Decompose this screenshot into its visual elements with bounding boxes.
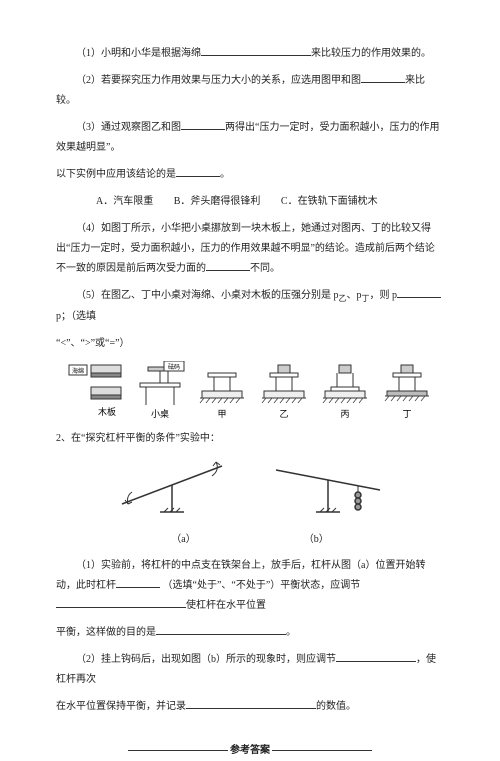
fig-ding: 丁 <box>381 361 433 419</box>
blank-q1-5[interactable] <box>397 288 441 298</box>
answer-key: 参考答案 <box>56 741 444 761</box>
q1-part3-a: （3）通过观察图乙和图两得出“压力一定时，受力面积越小，压力的作用效果越明显”。 <box>56 118 444 158</box>
q1-2-pre: （2）若要探究压力作用效果与压力大小的关系，应选用图甲和图 <box>76 75 361 86</box>
q1-1-pre: （1）小明和小华是根据海绵 <box>76 48 201 59</box>
q1-5-pre: （5）在图乙、丁中小桌对海绵、小桌对木板的压强分别是 p <box>76 290 339 301</box>
label-ding: 丁 <box>403 409 412 419</box>
q1-part5-a: （5）在图乙、丁中小桌对海绵、小桌对木板的压强分别是 p乙、p丁，则 pp；（选… <box>56 286 444 327</box>
q1-3b-pre: 以下实例中应用该结论的是 <box>56 169 176 180</box>
q1-choices: A．汽车限重 B．斧头磨得很锋利 C．在铁轨下面铺枕木 <box>56 192 444 212</box>
divider-left <box>128 750 228 751</box>
q1-part4: （4）如图丁所示，小华把小桌挪放到一块木板上，她通过对图丙、丁的比较又得出“压力… <box>56 219 444 279</box>
q2-2-pre: （2）挂上钩码后，出现如图（b）所示的现象时，则应调节 <box>76 654 336 665</box>
blank-q2-2b[interactable] <box>186 699 316 709</box>
lever-captions: （a） （b） <box>56 530 444 550</box>
blank-q1-3[interactable] <box>181 120 225 130</box>
tag-fama: 砝码 <box>168 363 180 371</box>
label-yi: 乙 <box>279 409 288 419</box>
sub-ding: 丁 <box>362 294 370 303</box>
caption-a: （a） <box>171 530 195 550</box>
label-xiaozhuo: 小桌 <box>151 408 169 419</box>
figure-row-1: 海绵 木板 砝码 小桌 甲 <box>56 361 444 419</box>
fig-lever-a <box>112 456 232 524</box>
fig-lever-b <box>268 456 388 524</box>
label-muban: 木板 <box>98 406 116 417</box>
choice-c[interactable]: C．在铁轨下面铺枕木 <box>281 196 378 207</box>
q2-1-mid2: 使杠杆在水平位置 <box>186 600 266 611</box>
q1-5-post: ；（选填 <box>61 311 96 322</box>
blank-q1-1[interactable] <box>201 46 311 56</box>
tag-haimian: 海绵 <box>72 367 84 375</box>
q2-part2-b: 在水平位置保持平衡，并记录的数值。 <box>56 697 444 717</box>
q1-5-mid2: ，则 p <box>370 290 398 301</box>
q1-3b-post: 。 <box>220 169 230 180</box>
q1-part3-b: 以下实例中应用该结论的是 。 <box>56 165 444 185</box>
q1-part5-b: “<”、“>”或“=”） <box>56 334 444 354</box>
divider-right <box>272 750 372 751</box>
q2-1c-post: 。 <box>286 627 296 638</box>
choice-b[interactable]: B．斧头磨得很锋利 <box>174 196 261 207</box>
q1-5-mid1: 、p <box>347 290 362 301</box>
label-jia: 甲 <box>218 409 227 419</box>
fig-wood-sponge: 海绵 木板 <box>67 361 125 419</box>
q1-part2: （2）若要探究压力作用效果与压力大小的关系，应选用图甲和图来比较。 <box>56 71 444 111</box>
q1-3-pre: （3）通过观察图乙和图 <box>76 122 181 133</box>
caption-b: （b） <box>304 530 329 550</box>
sub-yi: 乙 <box>339 294 347 303</box>
blank-q2-1c[interactable] <box>156 625 286 635</box>
q1-1-post: 来比较压力的作用效果的。 <box>311 48 431 59</box>
q2-part2: （2）挂上钩码后，出现如图（b）所示的现象时，则应调节，使杠杆再次 <box>56 650 444 690</box>
q1-5-line2: “<”、“>”或“=”） <box>56 338 130 349</box>
blank-q2-2a[interactable] <box>336 652 416 662</box>
label-bing: 丙 <box>341 409 350 419</box>
q2-part1-c: 平衡，这样做的目的是 。 <box>56 623 444 643</box>
figure-row-2 <box>56 456 444 524</box>
blank-q1-4[interactable] <box>206 261 250 271</box>
choice-a[interactable]: A．汽车限重 <box>96 196 153 207</box>
fig-yi: 乙 <box>258 361 310 419</box>
q2-1c-pre: 平衡，这样做的目的是 <box>56 627 156 638</box>
answer-label: 参考答案 <box>230 745 270 756</box>
blank-q1-3b[interactable] <box>176 167 220 177</box>
blank-q2-1a[interactable] <box>116 578 160 588</box>
q2-intro: 2、在“探究杠杆平衡的条件”实验中： <box>56 429 444 449</box>
blank-q1-2[interactable] <box>361 73 405 83</box>
fig-jia: 甲 <box>196 361 248 419</box>
q1-part1: （1）小明和小华是根据海绵 来比较压力的作用效果的。 <box>56 44 444 64</box>
q2-1-mid1: （选填“处于”、“不处于”）平衡状态，应调节 <box>163 580 361 591</box>
fig-bing: 丙 <box>319 361 371 419</box>
blank-q2-1b[interactable] <box>56 598 186 608</box>
q2-part1: （1）实验前，将杠杆的中点支在铁架台上，放手后，杠杆从图（a）位置开始转动，此时… <box>56 556 444 616</box>
q1-4-post: 不同。 <box>250 263 280 274</box>
fig-table: 砝码 小桌 <box>134 361 186 419</box>
